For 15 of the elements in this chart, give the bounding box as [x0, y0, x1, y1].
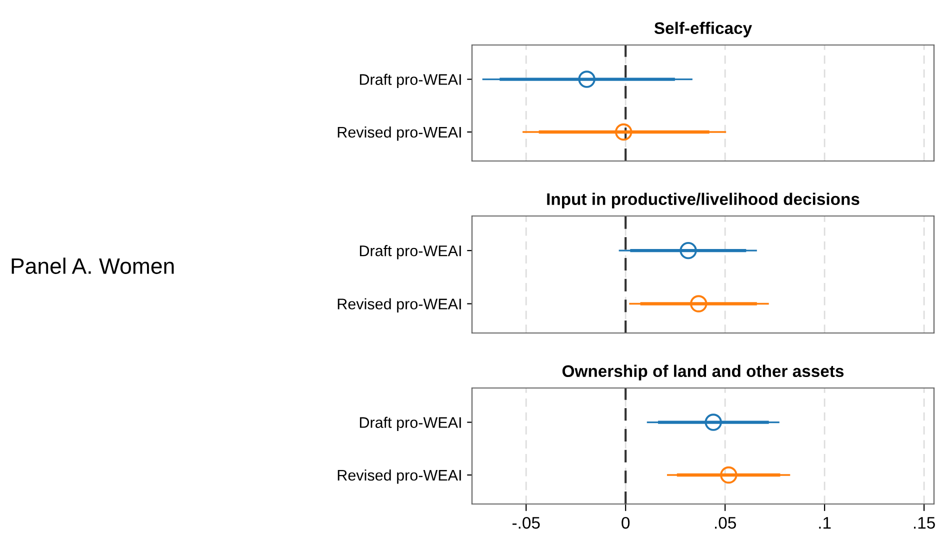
- text: Panel A. Women: [12, 258, 174, 274]
- x-tick-label: .05: [715, 516, 736, 529]
- y-tick-label: Draft pro-WEAI: [360, 245, 461, 260]
- y-tick-label: Draft pro-WEAI: [360, 74, 461, 88]
- y-tick-label: Revised pro-WEAI: [338, 298, 461, 312]
- y-tick-label: Draft pro-WEAI: [360, 416, 461, 431]
- chart-title: Self-efficacy: [654, 22, 752, 38]
- chart-title: Input in productive/livelihood decisions: [547, 192, 860, 208]
- x-tick-label: -.05: [512, 516, 540, 529]
- x-tick-label: .1: [819, 517, 831, 529]
- chart-title: Ownership of land and other assets: [562, 364, 844, 380]
- x-tick-label: .15: [914, 517, 935, 529]
- x-tick-label: 0: [622, 516, 630, 529]
- y-tick-label: Revised pro-WEAI: [338, 469, 461, 484]
- y-tick-label: Revised pro-WEAI: [338, 126, 461, 141]
